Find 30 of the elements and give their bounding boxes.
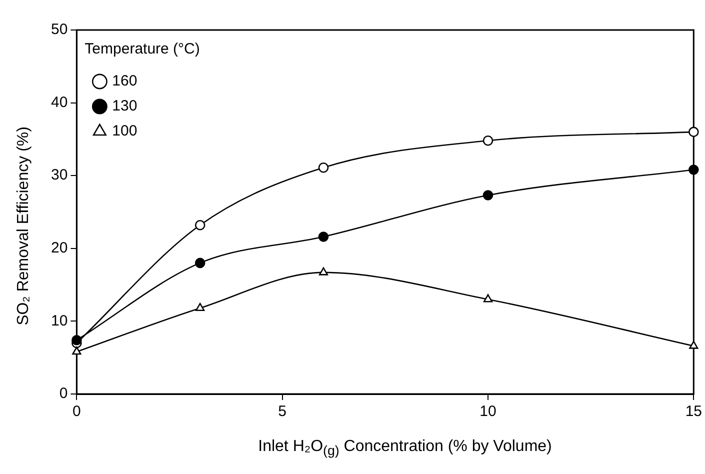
point: [689, 340, 698, 349]
point: [318, 232, 329, 242]
point: [196, 302, 205, 311]
legend-label: 160: [112, 72, 138, 90]
point: [318, 162, 329, 173]
legend-label: 130: [112, 98, 138, 115]
y-axis-title: SO₂ Removal Efficiency (%): [15, 126, 33, 326]
legend-title: Temperature (°C): [84, 40, 200, 58]
x-tick-label: 5: [278, 403, 287, 420]
legend-label: 100: [112, 122, 138, 140]
point: [483, 294, 493, 302]
point: [688, 126, 699, 138]
x-tick-label: 15: [685, 403, 702, 420]
point: [194, 258, 206, 268]
point: [194, 220, 206, 230]
point: [688, 164, 699, 175]
point: [482, 190, 494, 200]
x-tick-label: 0: [72, 403, 81, 420]
y-tick-label: 40: [50, 94, 68, 111]
point: [72, 346, 82, 355]
y-tick-label: 50: [50, 21, 68, 38]
point: [482, 136, 494, 146]
y-tick-label: 0: [59, 385, 68, 402]
point: [72, 334, 82, 346]
point: [318, 267, 328, 276]
y-tick-label: 10: [50, 312, 68, 330]
x-tick-label: 10: [480, 403, 496, 420]
y-tick-label: 30: [50, 166, 68, 184]
x-axis-title: Inlet H₂O$_{(g)}$ Concentration (% by Volume): [257, 438, 553, 458]
y-tick-label: 20: [50, 240, 68, 257]
